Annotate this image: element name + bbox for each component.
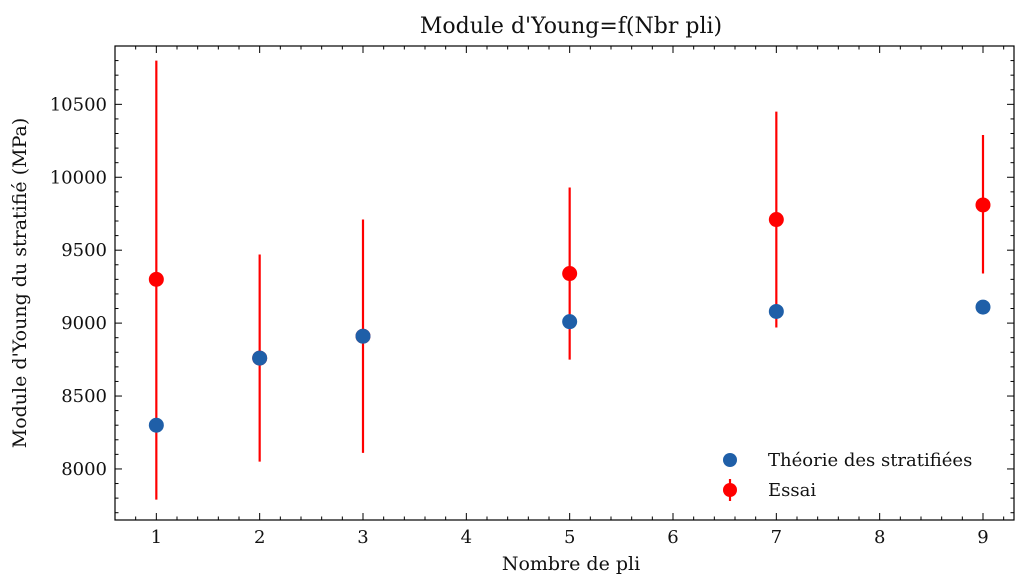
x-tick-label: 8 (874, 527, 885, 548)
x-tick-label: 3 (357, 527, 368, 548)
chart-title: Module d'Young=f(Nbr pli) (420, 14, 722, 39)
x-tick-label: 4 (461, 527, 472, 548)
essai-point (975, 197, 991, 213)
y-tick-label: 9000 (61, 313, 107, 334)
data-points (148, 197, 991, 433)
essai-point (562, 266, 578, 282)
y-tick-label: 9500 (61, 240, 107, 261)
axis-ticks: 1 2 3 4 5 6 7 8 9 8000 8500 9000 9500 10000 10500 (50, 45, 1014, 548)
y-tick-label: 10500 (50, 94, 107, 115)
x-tick-label: 9 (977, 527, 988, 548)
theorie-point (768, 303, 784, 319)
legend: Théorie des stratifiées Essai (723, 450, 972, 501)
legend-marker-essai (723, 483, 737, 497)
y-tick-label: 8500 (61, 386, 107, 407)
theorie-point (975, 299, 991, 315)
essai-point (768, 212, 784, 228)
essai-point (148, 271, 164, 287)
y-tick-label: 10000 (50, 167, 107, 188)
legend-label-theorie: Théorie des stratifiées (768, 450, 972, 471)
x-tick-label: 5 (564, 527, 575, 548)
theorie-point (562, 314, 578, 330)
x-tick-label: 1 (151, 527, 162, 548)
plot-frame (114, 45, 1015, 521)
y-axis-label: Module d'Young du stratifié (MPa) (9, 118, 31, 449)
theorie-point (252, 350, 268, 366)
y-tick-label: 8000 (61, 459, 107, 480)
legend-label-essai: Essai (768, 480, 816, 501)
legend-marker-theorie (723, 453, 737, 467)
theorie-point (148, 417, 164, 433)
x-tick-label: 2 (254, 527, 265, 548)
x-tick-label: 6 (667, 527, 678, 548)
x-axis-label: Nombre de pli (502, 553, 640, 574)
x-tick-label: 7 (771, 527, 782, 548)
theorie-point (355, 328, 371, 344)
